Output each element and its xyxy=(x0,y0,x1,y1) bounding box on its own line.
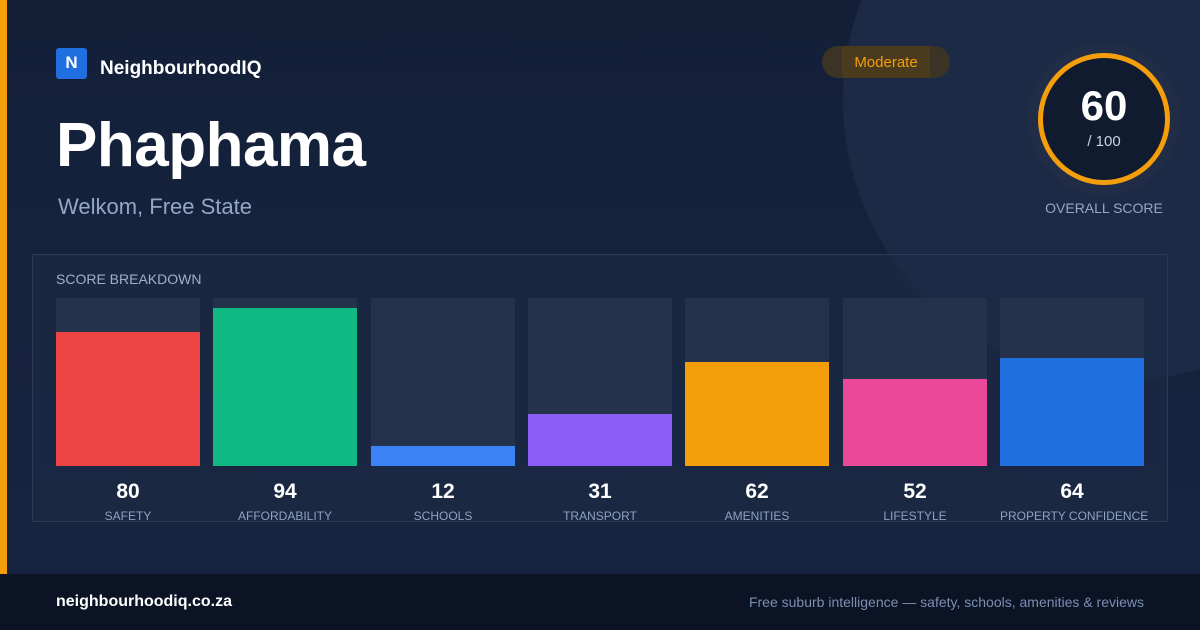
footer-domain: neighbourhoodiq.co.za xyxy=(56,593,232,610)
score-bar-property-confidence: 64 PROPERTY CONFIDENCE xyxy=(1000,298,1149,523)
bar-track xyxy=(843,298,987,466)
bar-label: LIFESTYLE xyxy=(883,509,947,523)
accent-bar xyxy=(0,0,7,574)
suburb-title: Phaphama xyxy=(56,111,366,180)
score-breakdown-title: SCORE BREAKDOWN xyxy=(56,271,202,287)
bar-value: 52 xyxy=(903,480,927,503)
score-bar-affordability: 94 AFFORDABILITY xyxy=(213,298,357,523)
score-bar-transport: 31 TRANSPORT xyxy=(528,298,672,523)
score-bar-safety: 80 SAFETY xyxy=(56,298,200,523)
bar-track xyxy=(685,298,829,466)
bar-fill xyxy=(528,414,672,466)
bar-label: TRANSPORT xyxy=(563,509,637,523)
rating-badge: Moderate xyxy=(822,46,950,78)
bar-label: AMENITIES xyxy=(724,509,790,523)
brand: N NeighbourhoodIQ xyxy=(56,46,261,80)
brand-name: NeighbourhoodIQ xyxy=(100,58,262,79)
bar-value: 80 xyxy=(116,480,140,503)
score-bar-amenities: 62 AMENITIES xyxy=(685,298,829,523)
bar-fill xyxy=(685,362,829,466)
bar-value: 62 xyxy=(745,480,769,503)
bar-value: 94 xyxy=(273,480,297,503)
score-ring xyxy=(1038,53,1170,185)
bar-value: 12 xyxy=(431,480,455,503)
bar-value: 31 xyxy=(588,480,612,503)
footer-tagline: Free suburb intelligence — safety, schoo… xyxy=(748,594,1144,610)
bar-label: PROPERTY CONFIDENCE xyxy=(1000,509,1149,523)
bar-fill xyxy=(371,446,515,466)
bar-value: 64 xyxy=(1060,480,1084,503)
bar-fill xyxy=(843,379,987,466)
bar-track xyxy=(56,298,200,466)
overall-score-label: OVERALL SCORE xyxy=(1045,200,1163,216)
bar-label: SCHOOLS xyxy=(413,509,473,523)
bar-track xyxy=(371,298,515,466)
overall-score-max: / 100 xyxy=(1087,133,1121,150)
share-card: N NeighbourhoodIQ Phaphama Welkom, Free … xyxy=(0,0,1200,574)
score-bar-lifestyle: 52 LIFESTYLE xyxy=(843,298,987,523)
brand-logo-icon: N xyxy=(56,47,87,79)
overall-score-value: 60 xyxy=(1080,82,1128,129)
suburb-location: Welkom, Free State xyxy=(58,194,252,219)
footer: neighbourhoodiq.co.za Free suburb intell… xyxy=(0,574,1200,630)
bar-track xyxy=(213,298,357,466)
bar-label: SAFETY xyxy=(104,509,152,523)
bar-fill xyxy=(56,332,200,466)
rating-badge-label: Moderate xyxy=(854,53,918,71)
bar-fill xyxy=(213,308,357,466)
score-bar-schools: 12 SCHOOLS xyxy=(371,298,515,523)
bar-track xyxy=(528,298,672,466)
bar-fill xyxy=(1000,358,1144,466)
bar-label: AFFORDABILITY xyxy=(237,509,332,523)
bar-track xyxy=(1000,298,1144,466)
